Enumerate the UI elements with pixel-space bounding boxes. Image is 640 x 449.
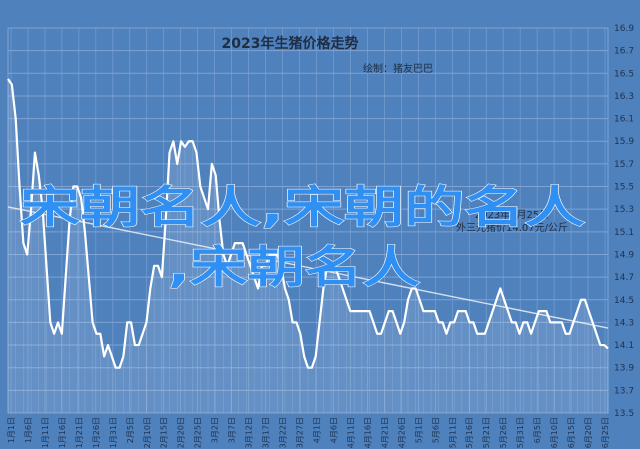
- x-tick-label: 4月16日: [363, 417, 372, 448]
- x-tick-label: 4月26日: [397, 417, 406, 448]
- series-area: [8, 78, 608, 414]
- y-tick-label: 15.7: [614, 160, 634, 170]
- y-tick-label: 15.9: [614, 137, 634, 147]
- y-axis: 13.5 13.7 13.9 14.1 14.3 14.5 14.7 14.9 15.1 15.3…: [614, 24, 634, 419]
- x-tick-label: 1月21日: [75, 417, 84, 448]
- x-tick-label: 3月2日: [211, 417, 220, 443]
- x-tick-label: 5月21日: [482, 417, 491, 448]
- x-tick-label: 2月15日: [160, 417, 169, 448]
- x-tick-label: 1月16日: [58, 417, 67, 448]
- x-tick-label: 1月11日: [41, 417, 50, 448]
- y-tick-label: 16.5: [614, 69, 634, 79]
- x-tick-label: 6月25日: [601, 417, 610, 448]
- y-tick-label: 15.3: [614, 205, 634, 215]
- x-tick-label: 6月10日: [550, 417, 559, 448]
- y-tick-label: 13.5: [614, 409, 634, 419]
- overlay-text-line-1: 宋朝名人,宋朝的名人: [20, 182, 585, 233]
- x-tick-label: 3月12日: [245, 417, 254, 448]
- x-tick-label: 1月6日: [24, 417, 33, 443]
- x-tick-label: 3月27日: [296, 417, 305, 448]
- x-tick-label: 4月21日: [380, 417, 389, 448]
- y-tick-label: 16.3: [614, 92, 634, 102]
- y-tick-label: 16.7: [614, 47, 634, 57]
- annotation-line-2: 外三元猪价14.07元/公斤: [456, 222, 568, 234]
- x-tick-label: 4月6日: [329, 417, 338, 443]
- grid-layer: [7, 27, 609, 414]
- chart-title: 2023年生猪价格走势: [222, 35, 359, 52]
- y-tick-label: 13.7: [614, 386, 634, 396]
- y-tick-label: 15.5: [614, 183, 634, 193]
- x-tick-label: 2月20日: [177, 417, 186, 448]
- x-tick-label: 5月1日: [414, 417, 423, 443]
- x-tick-label: 1月1日: [7, 417, 16, 443]
- y-tick-label: 14.9: [614, 250, 634, 260]
- y-tick-label: 16.9: [614, 24, 634, 34]
- trendline: [7, 206, 609, 329]
- x-tick-label: 2月5日: [126, 417, 135, 443]
- x-tick-label: 5月31日: [516, 417, 525, 448]
- x-tick-label: 3月7日: [228, 417, 237, 443]
- x-tick-label: 2月10日: [143, 417, 152, 448]
- x-tick-label: 2月25日: [194, 417, 203, 448]
- x-tick-label: 3月17日: [262, 417, 271, 448]
- y-tick-label: 14.7: [614, 273, 634, 283]
- x-tick-label: 4月1日: [312, 417, 321, 443]
- x-tick-label: 5月6日: [431, 417, 440, 443]
- x-tick-label: 1月26日: [92, 417, 101, 448]
- x-tick-label: 6月20日: [584, 417, 593, 448]
- annotation-line-1: 2023年6月25日: [475, 208, 550, 221]
- y-tick-label: 16.1: [614, 115, 634, 125]
- x-tick-label: 5月16日: [465, 417, 474, 448]
- overlay-text-line-2: ,宋朝名人: [168, 242, 420, 293]
- x-tick-label: 6月15日: [567, 417, 576, 448]
- x-axis: 1月1日 1月6日 1月11日 1月16日 1月21日 1月26日 1月31日 2月5日 2月1…: [7, 417, 610, 448]
- x-tick-label: 5月26日: [499, 417, 508, 448]
- y-tick-label: 13.9: [614, 364, 634, 374]
- series-line: [7, 78, 609, 369]
- x-tick-label: 1月31日: [109, 417, 118, 448]
- series-layer: [7, 78, 609, 414]
- y-tick-label: 15.1: [614, 228, 634, 238]
- x-tick-label: 6月5日: [533, 417, 542, 443]
- y-tick-label: 14.1: [614, 341, 634, 351]
- y-tick-label: 14.3: [614, 318, 634, 328]
- x-tick-label: 3月22日: [279, 417, 288, 448]
- y-tick-label: 14.5: [614, 296, 634, 306]
- chart-subtitle: 绘制：猪友巴巴: [363, 62, 433, 75]
- x-tick-label: 5月11日: [448, 417, 457, 448]
- x-tick-label: 4月11日: [346, 417, 355, 448]
